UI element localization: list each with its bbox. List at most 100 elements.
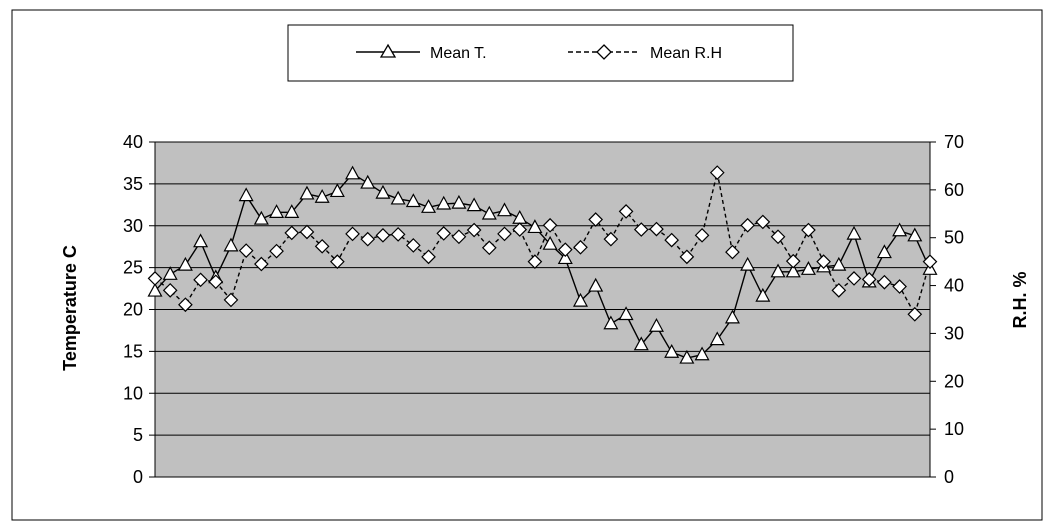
data-point-mean-t — [527, 219, 543, 234]
data-point-mean-rh — [664, 232, 680, 248]
series-line-mean-rh — [154, 172, 931, 317]
left-tick-label: 35 — [123, 174, 143, 194]
data-point-mean-rh — [314, 238, 330, 254]
data-point-mean-t — [542, 235, 558, 250]
legend-box — [287, 24, 794, 82]
data-point-mean-t — [375, 184, 391, 199]
data-point-mean-t — [876, 244, 892, 259]
data-point-mean-rh — [345, 226, 360, 242]
data-point-mean-rh — [299, 224, 315, 240]
data-point-mean-t — [709, 331, 725, 346]
right-tick-label: 60 — [944, 180, 964, 200]
left-tick-label: 0 — [133, 467, 143, 487]
data-point-mean-rh — [497, 226, 512, 242]
left-axis-ticks: 0 5 10 15 20 25 30 35 40 — [123, 132, 155, 487]
data-point-mean-rh — [816, 254, 831, 269]
data-point-mean-t — [497, 202, 513, 217]
data-point-mean-t — [724, 309, 740, 324]
data-point-mean-t — [329, 183, 345, 198]
legend-label-mean-t: Mean T. — [430, 45, 487, 62]
data-point-mean-t — [907, 227, 923, 242]
left-tick-label: 25 — [123, 258, 143, 278]
data-point-mean-t — [694, 346, 710, 361]
data-point-mean-rh — [861, 272, 877, 287]
data-point-mean-rh — [162, 283, 178, 298]
data-point-mean-t — [421, 199, 437, 213]
data-point-mean-t — [238, 187, 254, 202]
data-point-mean-t — [147, 282, 163, 297]
data-point-mean-t — [451, 194, 467, 209]
data-point-mean-t — [223, 237, 239, 252]
series-lines — [154, 172, 931, 359]
data-point-mean-t — [299, 185, 315, 200]
data-point-mean-t — [177, 256, 193, 271]
data-point-mean-rh — [405, 238, 421, 253]
data-point-mean-t — [253, 210, 269, 225]
data-point-mean-rh — [436, 226, 452, 241]
legend-marker-mean-t — [379, 43, 397, 58]
data-point-mean-rh — [557, 242, 573, 258]
data-point-mean-t — [572, 292, 588, 307]
data-point-mean-rh — [679, 249, 695, 265]
data-point-mean-t — [846, 225, 862, 240]
data-point-mean-t — [345, 165, 361, 180]
data-point-mean-rh — [694, 227, 710, 243]
data-point-mean-rh — [633, 222, 649, 237]
gridlines — [155, 183, 930, 436]
right-tick-label: 50 — [944, 228, 964, 248]
data-point-mean-t — [633, 336, 649, 351]
data-point-mean-t — [740, 256, 756, 271]
left-tick-label: 30 — [123, 216, 143, 236]
data-point-mean-rh — [269, 243, 284, 259]
data-point-mean-rh — [907, 306, 923, 322]
data-point-mean-t — [588, 277, 604, 292]
right-axis-ticks: 0 10 20 30 40 50 60 70 — [930, 132, 964, 487]
data-point-mean-rh — [709, 165, 725, 180]
data-point-mean-t — [284, 204, 300, 218]
left-axis-title: Temperature C — [60, 245, 80, 371]
data-point-mean-t — [679, 349, 695, 364]
data-point-mean-rh — [740, 217, 755, 233]
data-point-mean-rh — [877, 274, 892, 290]
data-point-mean-t — [770, 263, 786, 278]
data-point-mean-t — [648, 317, 664, 332]
data-point-mean-rh — [208, 274, 224, 290]
data-point-mean-t — [800, 261, 816, 275]
data-point-mean-rh — [725, 244, 740, 260]
data-point-mean-t — [436, 195, 452, 210]
data-point-mean-rh — [755, 214, 771, 230]
data-point-mean-t — [466, 197, 482, 212]
legend-label-mean-rh: Mean R.H — [650, 45, 722, 62]
data-point-mean-rh — [360, 231, 376, 247]
data-point-mean-rh — [254, 256, 269, 272]
data-point-mean-rh — [284, 225, 300, 241]
data-point-mean-t — [269, 204, 285, 218]
right-tick-label: 30 — [944, 323, 964, 343]
data-point-mean-rh — [527, 254, 543, 269]
data-point-mean-rh — [588, 212, 604, 227]
data-point-mean-rh — [512, 222, 528, 237]
data-point-mean-rh — [451, 229, 467, 245]
data-point-mean-rh — [330, 254, 345, 269]
right-axis-title: R.H. % — [1010, 271, 1030, 328]
data-point-mean-t — [481, 205, 497, 220]
data-point-mean-rh — [238, 243, 254, 258]
data-point-mean-rh — [603, 231, 619, 247]
data-point-mean-rh — [481, 240, 497, 256]
data-point-mean-rh — [846, 271, 862, 286]
data-point-mean-t — [405, 193, 421, 208]
data-point-mean-t — [785, 263, 801, 278]
data-point-mean-rh — [178, 297, 193, 313]
legend: Mean T. Mean R.H — [287, 24, 794, 82]
right-tick-label: 20 — [944, 371, 964, 391]
left-tick-label: 40 — [123, 132, 143, 152]
data-point-mean-t — [193, 233, 209, 248]
data-point-mean-rh — [618, 204, 634, 219]
data-point-mean-rh — [649, 221, 664, 237]
series-line-mean-t — [154, 172, 931, 359]
data-point-mean-t — [755, 287, 771, 302]
data-point-mean-t — [162, 266, 178, 280]
data-point-mean-t — [314, 189, 330, 203]
data-point-mean-rh — [892, 279, 907, 294]
